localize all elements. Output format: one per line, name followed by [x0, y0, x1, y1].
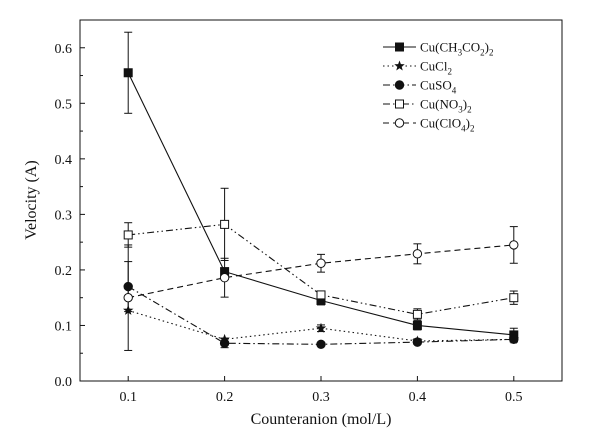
legend-label-subscript: 2: [447, 67, 452, 77]
legend-label-subscript: 2: [489, 48, 494, 58]
legend-label-subscript: 4: [461, 124, 466, 134]
axis-ticks: 0.1 0.2 0.3 0.4 0.5 0.0 0.1 0.2 0.3 0.4 0.5 0.6: [55, 42, 523, 405]
legend-label-text: CuCl: [420, 59, 448, 74]
legend-label-subscript: 2: [480, 48, 485, 58]
legend-entry: CuSO4: [383, 78, 457, 96]
series-4: [123, 226, 519, 351]
legend-entry: Cu(CH3CO2)2: [383, 40, 493, 58]
y-tick-label: 0.5: [55, 97, 73, 112]
legend-label-subscript: 2: [467, 105, 472, 115]
legend-label-text: Cu(CH: [420, 40, 458, 55]
legend-entry: CuCl2: [383, 59, 452, 77]
legend-label: Cu(CH3CO2)2: [420, 40, 493, 58]
legend-label-text: ): [485, 40, 489, 55]
y-tick-label: 0.6: [55, 42, 73, 57]
data-point: [316, 339, 326, 350]
legend-label-text: Cu(ClO: [420, 116, 461, 131]
data-point: [412, 320, 422, 330]
legend-marker: [395, 99, 404, 109]
x-tick-label: 0.5: [505, 390, 523, 405]
series-line: [128, 223, 514, 315]
y-tick-label: 0.1: [55, 319, 73, 334]
data-point: [219, 272, 230, 283]
y-tick-label: 0.4: [55, 153, 73, 168]
data-point: [219, 338, 230, 348]
legend-marker: [394, 80, 405, 90]
legend-label: CuSO4: [420, 78, 457, 96]
legend-marker: [394, 60, 405, 71]
legend-label: Cu(ClO4)2: [420, 116, 475, 134]
legend-label-subscript: 3: [458, 105, 463, 115]
legend-label: Cu(NO3)2: [420, 97, 472, 115]
x-tick-label: 0.1: [119, 390, 137, 405]
data-point: [412, 337, 423, 347]
y-tick-label: 0.3: [55, 208, 73, 223]
legend-label: CuCl2: [420, 59, 452, 77]
data-point: [123, 292, 133, 303]
legend-marker: [395, 42, 404, 52]
y-tick-label: 0.2: [55, 264, 73, 279]
y-tick-label: 0.0: [55, 375, 73, 390]
legend-label-text: CuSO: [420, 78, 452, 93]
data-point: [316, 290, 326, 300]
x-tick-label: 0.2: [216, 390, 234, 405]
x-tick-label: 0.4: [409, 390, 427, 405]
x-axis-title: Counteranion (mol/L): [251, 411, 392, 428]
legend-label-text: ): [463, 97, 467, 112]
legend-label-text: Cu(NO: [420, 97, 458, 112]
series-1: [122, 304, 520, 346]
x-tick-label: 0.3: [312, 390, 330, 405]
data-point: [412, 249, 423, 259]
data-point: [123, 230, 133, 240]
series-3: [123, 187, 519, 321]
legend-marker: [394, 118, 405, 128]
legend-entry: Cu(ClO4)2: [383, 116, 475, 134]
data-point: [509, 293, 519, 303]
data-point: [509, 334, 519, 345]
data-point: [509, 240, 519, 250]
legend-label-text: CO: [462, 40, 480, 55]
legend-entry: Cu(NO3)2: [383, 97, 472, 115]
data-point: [315, 322, 327, 333]
legend-label-text: ): [466, 116, 470, 131]
y-axis-title: Velocity (A): [23, 160, 40, 240]
legend-label-subscript: 3: [458, 48, 463, 58]
data-series: [122, 31, 520, 351]
legend-label-subscript: 4: [452, 86, 457, 96]
data-point: [412, 309, 422, 319]
data-point: [123, 68, 133, 78]
data-point: [316, 258, 326, 268]
data-point: [220, 219, 230, 229]
legend-label-subscript: 2: [470, 124, 475, 134]
